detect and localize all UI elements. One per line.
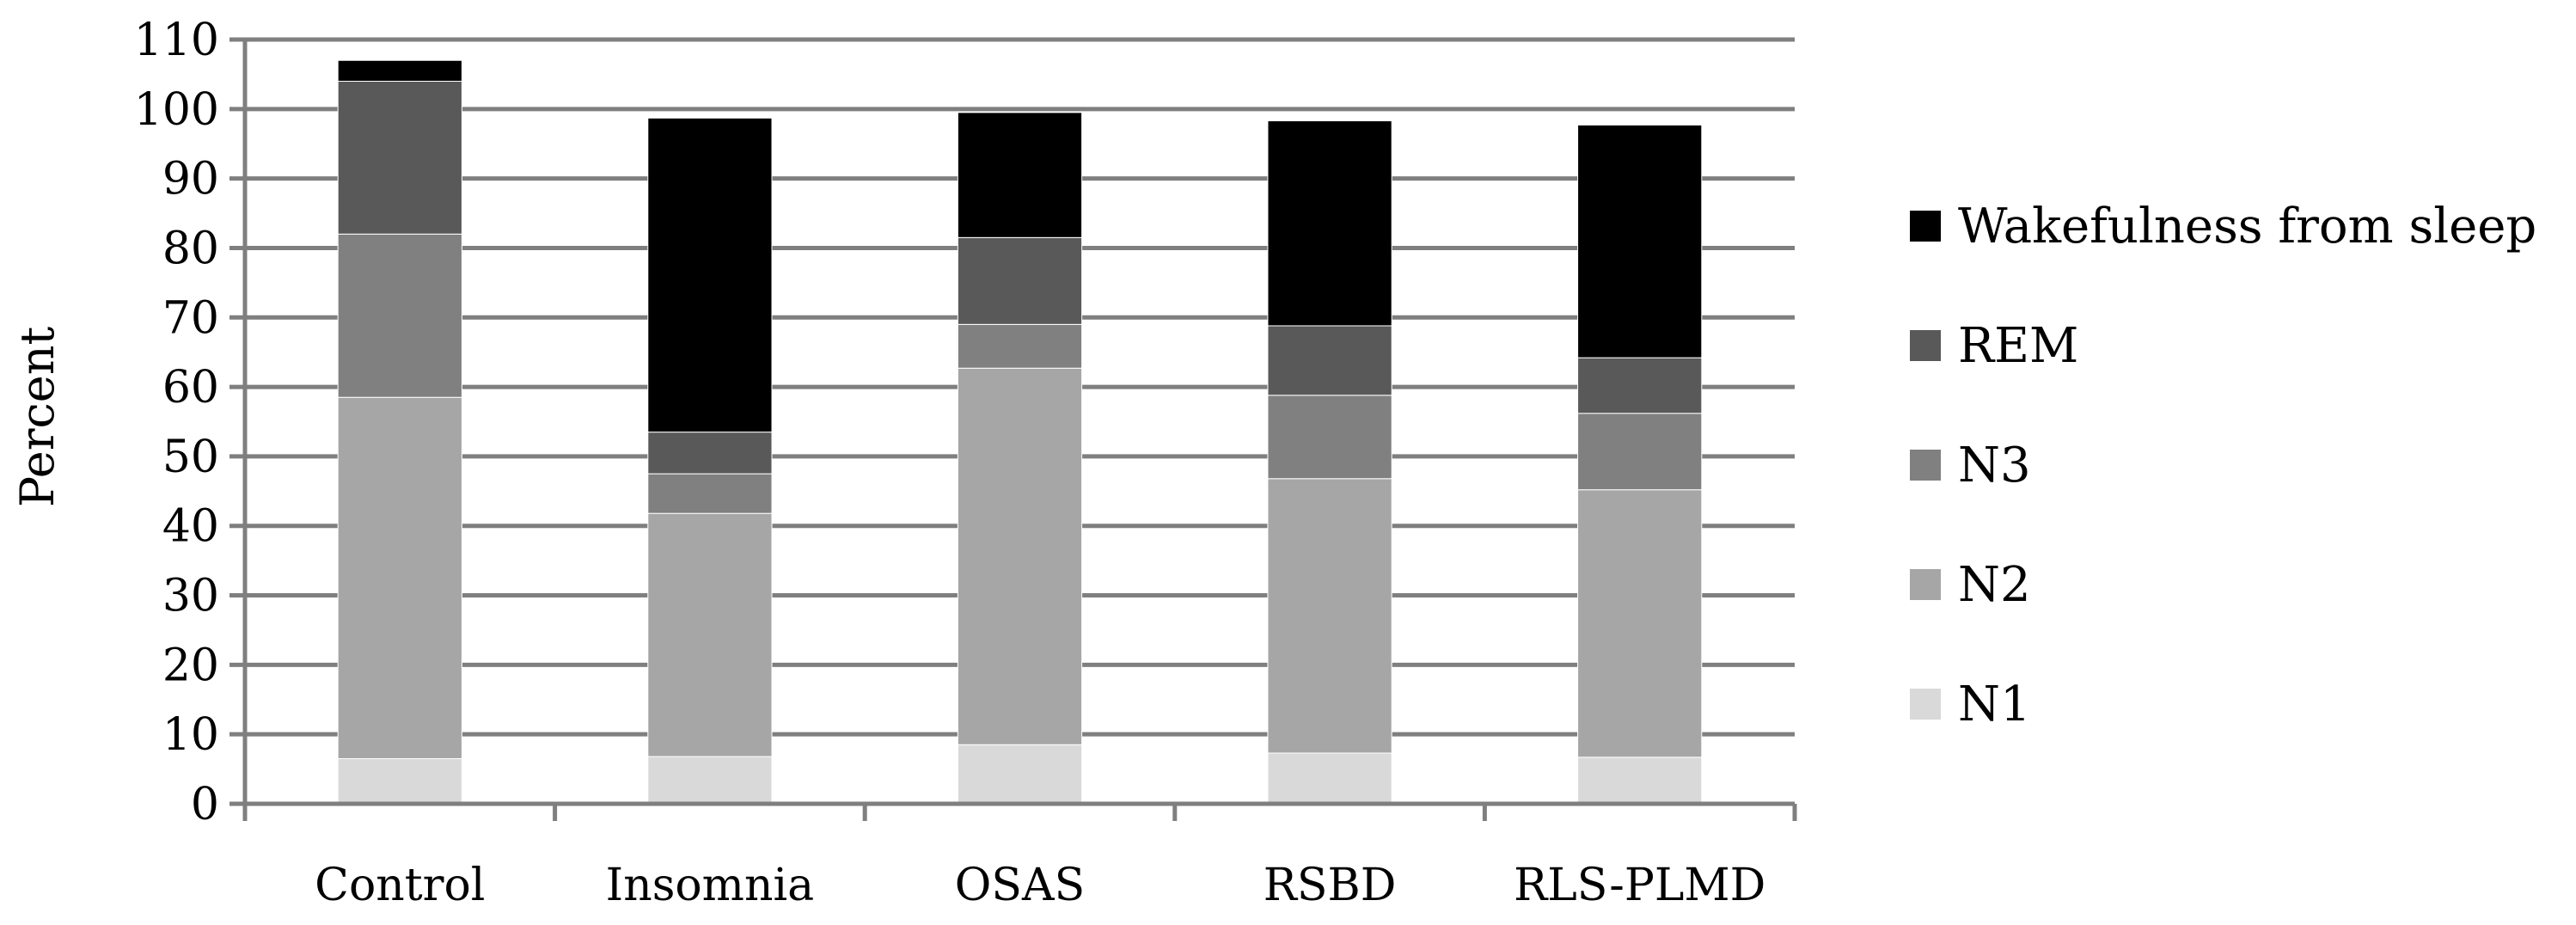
legend-swatch-n3 [1910, 450, 1941, 481]
y-tick-label-40: 40 [162, 501, 219, 553]
legend-label-n3: N3 [1958, 438, 2031, 493]
legend-swatch-n1 [1910, 689, 1941, 720]
y-tick-label-110: 110 [134, 15, 219, 66]
y-tick-label-0: 0 [191, 779, 219, 830]
bar-rsbd-n2 [1267, 478, 1392, 754]
x-tick-label-insomnia: Insomnia [606, 860, 814, 911]
bar-osas-n2 [957, 367, 1083, 745]
bar-rsbd-n1 [1267, 752, 1392, 805]
bar-rsbd-wakefulness-from-sleep [1267, 120, 1392, 327]
y-tick-label-50: 50 [162, 432, 219, 483]
legend-swatch-n2 [1910, 569, 1941, 600]
bar-osas-wakefulness-from-sleep [957, 112, 1083, 238]
bar-rls-plmd-wakefulness-from-sleep [1577, 124, 1703, 358]
y-tick-labels: 0 10 20 30 40 50 60 70 80 90 100 110 [134, 15, 219, 830]
bars [337, 59, 1703, 805]
bar-rls-plmd-n2 [1577, 489, 1703, 758]
bar-rsbd-n3 [1267, 395, 1392, 480]
y-tick-label-20: 20 [162, 640, 219, 691]
bar-insomnia-rem [647, 432, 773, 475]
y-tick-label-30: 30 [162, 571, 219, 622]
axes [229, 37, 1797, 821]
x-tick-label-rls-plmd: RLS-PLMD [1514, 860, 1765, 911]
bar-insomnia-n2 [647, 512, 773, 757]
bar-rls-plmd-rem [1577, 357, 1703, 414]
bar-control-rem [337, 80, 462, 235]
y-tick-label-90: 90 [162, 154, 219, 205]
legend-label-n2: N2 [1958, 557, 2031, 613]
x-tick-label-rsbd: RSBD [1264, 860, 1397, 911]
bar-insomnia-n1 [647, 756, 773, 805]
bar-rsbd-rem [1267, 325, 1392, 396]
legend-label-wakefulness-from-sleep: Wakefulness from sleep [1958, 199, 2536, 254]
y-tick-label-100: 100 [134, 84, 219, 136]
legend-label-rem: REM [1958, 318, 2078, 374]
y-tick-label-70: 70 [162, 292, 219, 344]
legend-swatch-rem [1910, 330, 1941, 361]
y-tick-label-80: 80 [162, 223, 219, 274]
bar-control-n2 [337, 396, 462, 759]
bar-insomnia-n3 [647, 473, 773, 514]
y-tick-label-10: 10 [162, 709, 219, 761]
bar-rls-plmd-n3 [1577, 413, 1703, 491]
y-tick-label-60: 60 [162, 362, 219, 413]
bar-control-n3 [337, 233, 462, 398]
y-axis-title: Percent [10, 327, 64, 508]
bar-rls-plmd-n1 [1577, 757, 1703, 805]
x-tick-label-control: Control [315, 860, 485, 911]
bar-control-wakefulness-from-sleep [337, 59, 462, 82]
legend-swatch-wakefulness-from-sleep [1910, 211, 1941, 242]
bar-osas-rem [957, 236, 1083, 325]
bar-insomnia-wakefulness-from-sleep [647, 117, 773, 433]
x-tick-label-osas: OSAS [955, 860, 1085, 911]
legend: Wakefulness from sleep REM N3 N2 N1 [1910, 199, 2536, 732]
x-tick-labels: Control Insomnia OSAS RSBD RLS-PLMD [315, 860, 1765, 911]
bar-osas-n3 [957, 323, 1083, 369]
bar-control-n1 [337, 757, 462, 805]
bar-osas-n1 [957, 744, 1083, 805]
legend-label-n1: N1 [1958, 677, 2031, 732]
